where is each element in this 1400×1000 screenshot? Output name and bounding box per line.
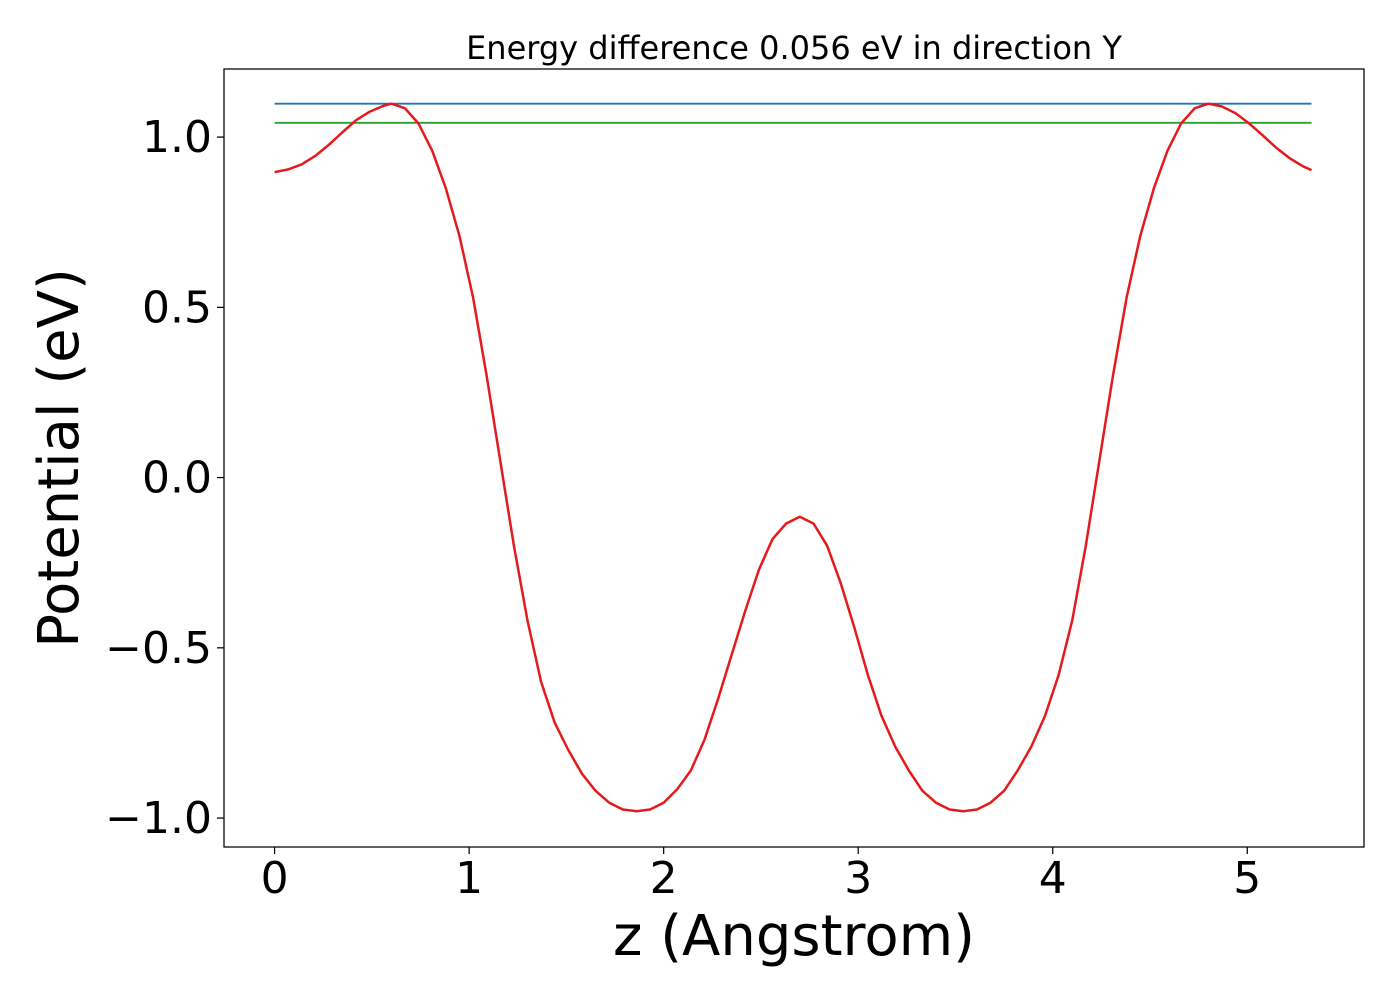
y-tick-label: −0.5 xyxy=(105,623,212,674)
y-tick-label: 1.0 xyxy=(142,112,212,163)
x-tick-label: 1 xyxy=(455,853,483,904)
x-axis-ticks: 0 1 2 3 4 5 xyxy=(261,847,1261,904)
series-line-2 xyxy=(274,102,1312,813)
y-axis-label: Potential (eV) xyxy=(27,268,92,648)
x-tick-label: 4 xyxy=(1039,853,1067,904)
plot-frame xyxy=(223,68,1365,848)
plot-background xyxy=(224,69,1364,847)
x-axis-label: z (Angstrom) xyxy=(613,904,975,969)
chart-title: Energy difference 0.056 eV in direction … xyxy=(466,29,1122,67)
x-tick-label: 0 xyxy=(261,853,289,904)
y-tick-label: −1.0 xyxy=(105,793,212,844)
y-tick-label: 0.5 xyxy=(142,282,212,333)
series-layer xyxy=(274,102,1312,813)
x-tick-label: 3 xyxy=(844,853,872,904)
y-tick-label: 0.0 xyxy=(142,453,212,504)
x-tick-label: 5 xyxy=(1233,853,1261,904)
y-axis-ticks: 1.0 0.5 0.0 −0.5 −1.0 xyxy=(105,112,224,844)
x-tick-label: 2 xyxy=(650,853,678,904)
